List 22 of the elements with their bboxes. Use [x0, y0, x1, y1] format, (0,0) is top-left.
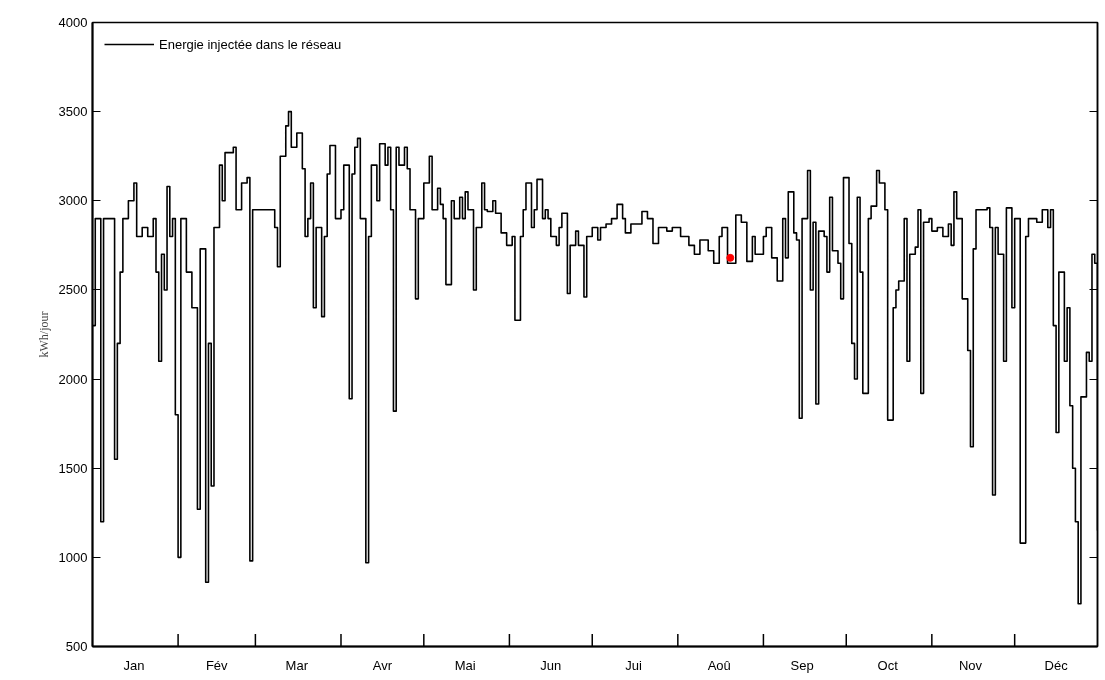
y-tick-label: 2000 — [58, 371, 88, 387]
x-tick-label: Aoû — [707, 657, 731, 673]
y-tick-label: 500 — [65, 639, 88, 654]
x-tick-label: Jun — [540, 657, 562, 673]
y-tick-label: 1000 — [58, 549, 88, 565]
x-tick-label: Mar — [285, 657, 309, 673]
y-tick-label: 3000 — [58, 193, 88, 209]
legend-label: Energie injectée dans le réseau — [159, 36, 342, 52]
y-axis-title: kWh/jour — [36, 311, 51, 358]
x-tick-label: Avr — [372, 657, 393, 673]
y-tick-label: 1500 — [58, 460, 88, 476]
x-tick-label: Jan — [123, 657, 145, 673]
x-tick-label: Oct — [877, 657, 899, 673]
x-tick-label: Jui — [625, 657, 643, 673]
x-tick-label: Déc — [1044, 657, 1069, 673]
y-tick-label: 2500 — [58, 282, 88, 298]
x-tick-label: Fév — [205, 657, 229, 673]
y-tick-label: 4000 — [58, 15, 88, 30]
x-tick-label: Mai — [454, 657, 476, 673]
y-tick-label: 3500 — [58, 104, 88, 120]
x-tick-label: Sep — [790, 657, 814, 673]
x-tick-label: Nov — [958, 657, 983, 673]
